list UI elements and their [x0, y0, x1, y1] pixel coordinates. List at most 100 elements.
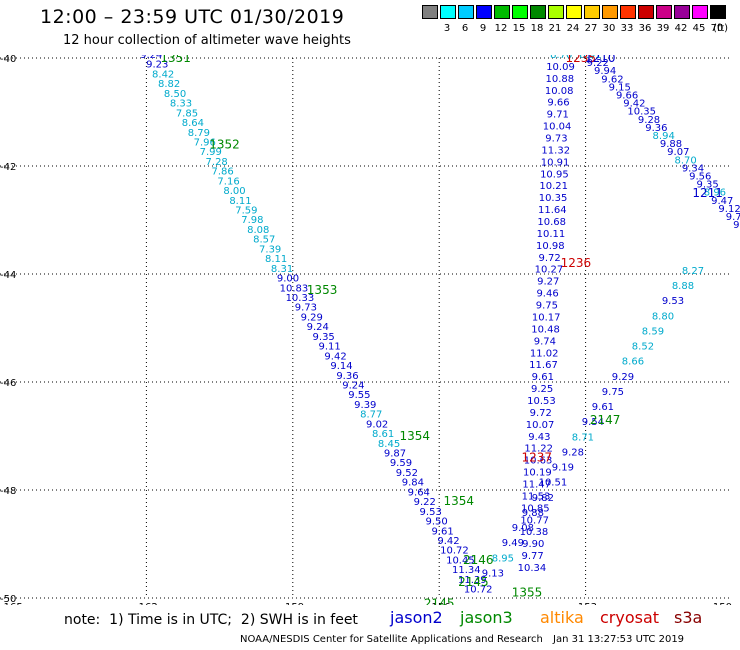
lon-tick-label: -159 [281, 602, 304, 605]
legend-item-s3a: s3a [674, 608, 703, 627]
wave-height-label: 8.50 [164, 89, 186, 100]
lon-tick-label: -150 [709, 602, 732, 605]
scale-tick-label: 70 [710, 23, 724, 34]
wave-height-label: 9.03 [733, 220, 740, 231]
pass-number-label: 1211 [692, 186, 723, 200]
wave-height-label: 9.35 [313, 332, 335, 343]
wave-height-label: 9.90 [522, 539, 544, 550]
legend-item-cryosat: cryosat [600, 608, 660, 627]
wave-height-label: 10.98 [536, 241, 565, 252]
scale-swatch [602, 5, 618, 19]
wave-height-label: 9.74 [534, 336, 556, 347]
wave-height-label: 8.66 [622, 357, 644, 368]
wave-height-label: 7.39 [259, 244, 281, 255]
scale-tick-label: 9 [479, 23, 487, 34]
wave-height-label: 9.34 [682, 163, 704, 174]
pass-number-label: 2146 [463, 553, 494, 567]
wave-height-label: 10.85 [521, 503, 550, 514]
wave-height-label: 9.43 [528, 432, 550, 443]
scale-swatch [656, 5, 672, 19]
wave-height-label: 10.09 [546, 62, 575, 73]
pass-number-label: 1351 [160, 55, 191, 65]
scale-tick-label: 33 [620, 23, 634, 34]
wave-height-label: 8.80 [652, 311, 674, 322]
wave-height-label: 9.39 [354, 400, 376, 411]
wave-height-label: 9.75 [602, 387, 624, 398]
wave-height-label: 9.53 [420, 507, 442, 518]
wave-height-label: 9.94 [594, 66, 616, 77]
pass-number-label: 1237 [522, 451, 553, 465]
wave-height-label: 11.67 [529, 360, 558, 371]
wave-height-label: 11.39 [458, 575, 487, 586]
wave-height-label: 7.85 [176, 108, 198, 119]
wave-height-label: 9.42 [437, 536, 459, 547]
lat-tick-label: -50 [0, 594, 16, 605]
map-subtitle: 12 hour collection of altimeter wave hei… [63, 33, 351, 48]
wave-height-label: 9.13 [482, 568, 504, 579]
scale-swatch [674, 5, 690, 19]
wave-height-label: 9.42 [324, 351, 346, 362]
wave-height-label: 11.47 [522, 479, 551, 490]
legend-item-jason2: jason2 [390, 608, 443, 627]
scale-tick-label: 42 [674, 23, 688, 34]
pass-number-label: 2145 [424, 596, 455, 605]
scale-swatch [548, 5, 564, 19]
pass-number-label: 1355 [512, 586, 543, 600]
scale-tick-label: 6 [461, 23, 469, 34]
footer-timestamp: Jan 31 13:27:53 UTC 2019 [553, 634, 685, 645]
footer-note: note: 1) Time is in UTC; 2) SWH is in fe… [64, 612, 358, 628]
wave-height-label: 9.84 [402, 478, 424, 489]
wave-height-label: 11.53 [522, 491, 551, 502]
wave-height-label: 9.56 [689, 172, 711, 183]
wave-height-label: 10.95 [540, 169, 569, 180]
wave-height-label: 10.72 [440, 546, 469, 557]
lat-tick-label: -46 [0, 378, 16, 389]
wave-height-label: 8.91 [579, 55, 601, 61]
wave-height-label: 9.42 [623, 99, 645, 110]
wave-height-label: 9.29 [612, 372, 634, 383]
scale-tick-label: 21 [548, 23, 562, 34]
wave-height-label: 10.77 [520, 515, 549, 526]
scale-tick-label: 12 [494, 23, 508, 34]
wave-height-label: 11.64 [538, 205, 567, 216]
wave-height-label: 8.33 [170, 99, 192, 110]
pass-number-label: 2147 [590, 413, 621, 427]
scale-tick-label: 24 [566, 23, 580, 34]
lon-tick-label: -162 [135, 602, 158, 605]
wave-height-label: 9.08 [512, 523, 534, 534]
wave-height-label: 9.88 [522, 508, 544, 519]
lon-tick-label: -165 [0, 602, 23, 605]
wave-height-label: 7.98 [241, 215, 263, 226]
wave-height-label: 9.00 [277, 274, 299, 285]
wave-height-map: -40 -42 -44 -46 -48 -50-165 -162 -159 -156 -153 -1… [0, 55, 740, 605]
legend-item-jason3: jason3 [460, 608, 513, 627]
wave-height-label: 9.36 [336, 371, 358, 382]
wave-height-label: 10.04 [543, 122, 572, 133]
wave-height-label: 9.72 [538, 253, 560, 264]
wave-height-label: 9.25 [531, 384, 553, 395]
scale-swatch [422, 5, 438, 19]
wave-height-label: 9.54 [582, 417, 604, 428]
wave-height-label: 9.55 [348, 390, 370, 401]
wave-height-label: 8.45 [378, 439, 400, 450]
scale-swatch [710, 5, 726, 19]
wave-height-label: 9.61 [431, 526, 453, 537]
wave-height-label: 9.22 [414, 497, 436, 508]
scale-swatch [584, 5, 600, 19]
lon-tick-label: -156 [428, 602, 451, 605]
wave-height-label: 8.08 [247, 225, 269, 236]
lat-tick-label: -44 [0, 270, 16, 281]
wave-height-label: 9.66 [547, 98, 569, 109]
wave-height-label: 10.51 [539, 478, 568, 489]
wave-height-label: 8.82 [158, 79, 180, 90]
scale-swatch [692, 5, 708, 19]
wave-height-label: 10.33 [286, 293, 315, 304]
wave-height-label: 9.22 [587, 58, 609, 69]
scale-swatch [440, 5, 456, 19]
scale-tick-label: 39 [656, 23, 670, 34]
wave-height-label: 10.63 [524, 456, 553, 467]
wave-height-label: 9.24 [342, 380, 364, 391]
wave-height-label: 9.29 [301, 312, 323, 323]
wave-height-label: 10.17 [532, 312, 561, 323]
wave-height-label: 9.50 [425, 517, 447, 528]
